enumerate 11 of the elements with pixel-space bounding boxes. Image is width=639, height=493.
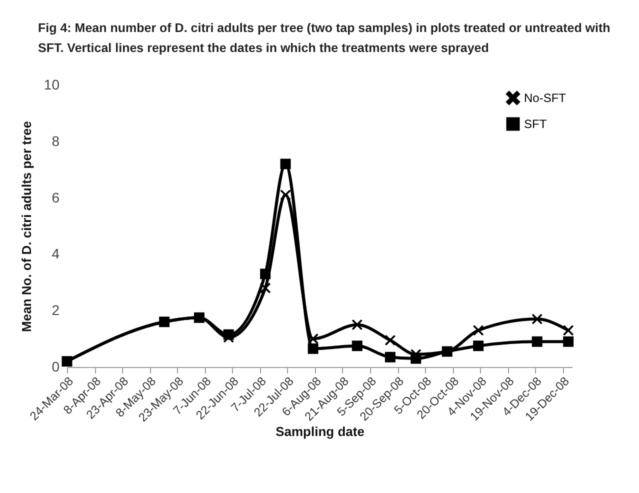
- y-tick-label: 4: [52, 246, 60, 262]
- legend-label: SFT: [524, 117, 548, 131]
- legend-label: No-SFT: [524, 91, 567, 105]
- y-tick-label: 2: [52, 302, 60, 318]
- chart-title: Fig 4: Mean number of D. citri adults per tree (two tap samples) in plots treated or untreated with SFT. Vertical lines represent the dates in which the treatments were sprayed: [38, 20, 612, 57]
- y-tick-label: 6: [52, 189, 60, 206]
- x-axis-title: Sampling date: [276, 424, 364, 439]
- y-tick-label: 8: [52, 132, 60, 149]
- y-tick-label: 10: [44, 76, 60, 92]
- y-axis-title: Mean No. of D. citri adults per tree: [18, 121, 34, 332]
- y-tick-label: 0: [52, 358, 60, 374]
